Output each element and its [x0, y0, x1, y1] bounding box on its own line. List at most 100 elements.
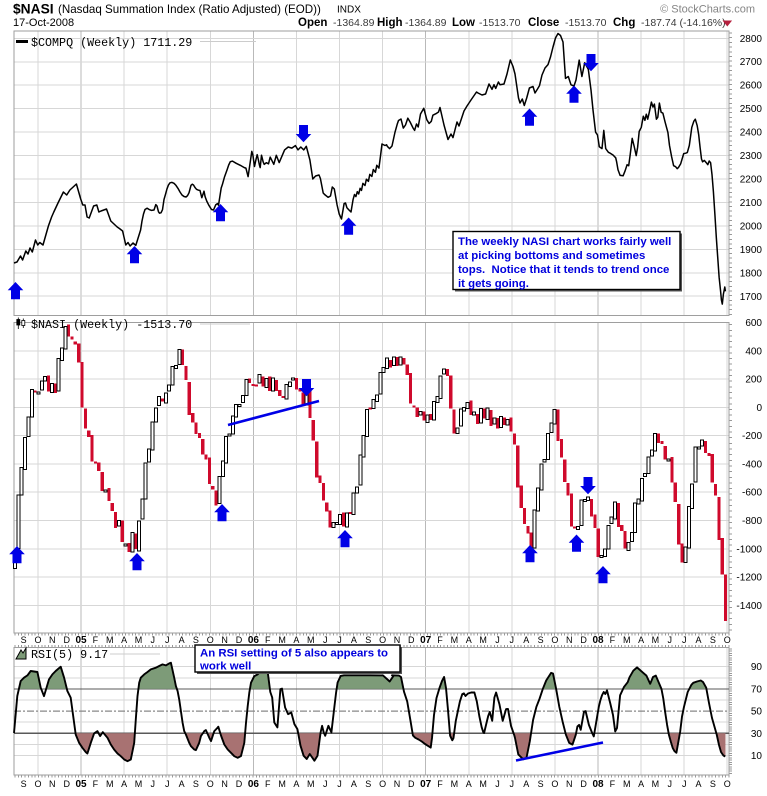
svg-text:M: M: [135, 635, 143, 645]
svg-text:Low: Low: [452, 17, 475, 29]
svg-text:O: O: [724, 779, 731, 789]
svg-text:M: M: [479, 779, 487, 789]
svg-text:A: A: [121, 779, 127, 789]
svg-text:2700: 2700: [740, 57, 763, 68]
svg-text:N: N: [394, 635, 401, 645]
svg-text:A: A: [293, 779, 299, 789]
svg-text:2200: 2200: [740, 175, 763, 186]
svg-text:06: 06: [248, 635, 260, 646]
svg-text:50: 50: [751, 707, 763, 718]
svg-text:07: 07: [420, 635, 432, 646]
svg-text:N: N: [221, 635, 228, 645]
svg-text:S: S: [193, 779, 199, 789]
svg-text:D: D: [236, 779, 243, 789]
svg-text:J: J: [668, 635, 673, 645]
svg-text:A: A: [523, 779, 529, 789]
svg-text:J: J: [337, 635, 342, 645]
svg-text:-200: -200: [742, 431, 762, 442]
svg-text:30: 30: [751, 729, 763, 740]
svg-text:S: S: [21, 779, 27, 789]
svg-text:2300: 2300: [740, 151, 763, 162]
svg-text:O: O: [207, 779, 214, 789]
svg-text:S: S: [538, 779, 544, 789]
svg-text:0: 0: [756, 403, 762, 414]
svg-text:A: A: [121, 635, 127, 645]
svg-text:F: F: [437, 635, 443, 645]
svg-text:2500: 2500: [740, 104, 763, 115]
svg-text:O: O: [724, 635, 731, 645]
svg-text:tops. Notice that it tends to: tops. Notice that it tends to trend once: [458, 264, 669, 276]
svg-text:D: D: [408, 635, 415, 645]
svg-text:$NASI: $NASI: [13, 2, 54, 17]
svg-text:O: O: [551, 635, 558, 645]
svg-text:N: N: [221, 779, 228, 789]
svg-text:200: 200: [745, 375, 762, 386]
svg-text:J: J: [165, 779, 170, 789]
svg-text:M: M: [479, 635, 487, 645]
svg-text:S: S: [710, 779, 716, 789]
svg-text:M: M: [278, 779, 286, 789]
svg-text:S: S: [21, 635, 27, 645]
svg-text:D: D: [408, 779, 415, 789]
svg-text:D: D: [236, 635, 243, 645]
svg-text:J: J: [151, 635, 156, 645]
svg-text:M: M: [135, 779, 143, 789]
svg-text:M: M: [307, 635, 315, 645]
svg-text:A: A: [523, 635, 529, 645]
svg-text:-1200: -1200: [736, 573, 762, 584]
svg-text:F: F: [93, 635, 99, 645]
svg-text:-800: -800: [742, 516, 762, 527]
svg-text:N: N: [49, 779, 56, 789]
svg-text:05: 05: [75, 779, 87, 790]
svg-text:-1364.89: -1364.89: [405, 17, 447, 29]
svg-text:© StockCharts.com: © StockCharts.com: [660, 4, 755, 16]
svg-text:at picking bottoms and sometim: at picking bottoms and sometimes: [458, 250, 645, 262]
svg-text:J: J: [337, 779, 342, 789]
svg-text:A: A: [466, 779, 472, 789]
svg-text:M: M: [106, 635, 114, 645]
svg-text:90: 90: [751, 662, 763, 673]
svg-text:J: J: [682, 635, 687, 645]
svg-text:J: J: [151, 779, 156, 789]
svg-text:J: J: [323, 779, 328, 789]
svg-text:A: A: [351, 635, 357, 645]
svg-text:S: S: [710, 635, 716, 645]
svg-text:A: A: [638, 635, 644, 645]
svg-text:1800: 1800: [740, 268, 763, 279]
svg-text:F: F: [437, 779, 443, 789]
svg-text:600: 600: [745, 318, 762, 329]
svg-text:work well: work well: [199, 661, 251, 673]
svg-text:-187.74 (-14.16%): -187.74 (-14.16%): [641, 17, 726, 29]
svg-text:-1000: -1000: [736, 544, 762, 555]
svg-text:2100: 2100: [740, 198, 763, 209]
svg-text:M: M: [623, 635, 631, 645]
svg-text:05: 05: [75, 635, 87, 646]
svg-text:S: S: [365, 635, 371, 645]
svg-text:M: M: [307, 779, 315, 789]
svg-text:it gets going.: it gets going.: [458, 278, 529, 290]
svg-text:D: D: [580, 779, 587, 789]
svg-text:M: M: [652, 779, 660, 789]
svg-text:A: A: [179, 779, 185, 789]
svg-text:M: M: [106, 779, 114, 789]
svg-text:$NASI (Weekly) -1513.70: $NASI (Weekly) -1513.70: [31, 318, 192, 332]
svg-text:-1400: -1400: [736, 601, 762, 612]
svg-text:F: F: [265, 635, 271, 645]
svg-text:-1364.89: -1364.89: [333, 17, 375, 29]
svg-text:A: A: [638, 779, 644, 789]
svg-text:M: M: [278, 635, 286, 645]
svg-text:F: F: [265, 779, 271, 789]
svg-text:400: 400: [745, 346, 762, 357]
svg-text:1900: 1900: [740, 245, 763, 256]
svg-text:A: A: [695, 635, 701, 645]
svg-text:M: M: [652, 635, 660, 645]
svg-text:J: J: [682, 779, 687, 789]
svg-text:J: J: [510, 635, 515, 645]
svg-text:A: A: [179, 635, 185, 645]
svg-text:RSI(5) 9.17: RSI(5) 9.17: [31, 648, 108, 662]
svg-text:-600: -600: [742, 488, 762, 499]
svg-text:(Nasdaq Summation Index (Ratio: (Nasdaq Summation Index (Ratio Adjusted)…: [58, 3, 321, 16]
svg-text:An RSI setting of 5 also appea: An RSI setting of 5 also appears to: [200, 648, 388, 660]
svg-text:M: M: [451, 779, 459, 789]
svg-text:2000: 2000: [740, 221, 763, 232]
